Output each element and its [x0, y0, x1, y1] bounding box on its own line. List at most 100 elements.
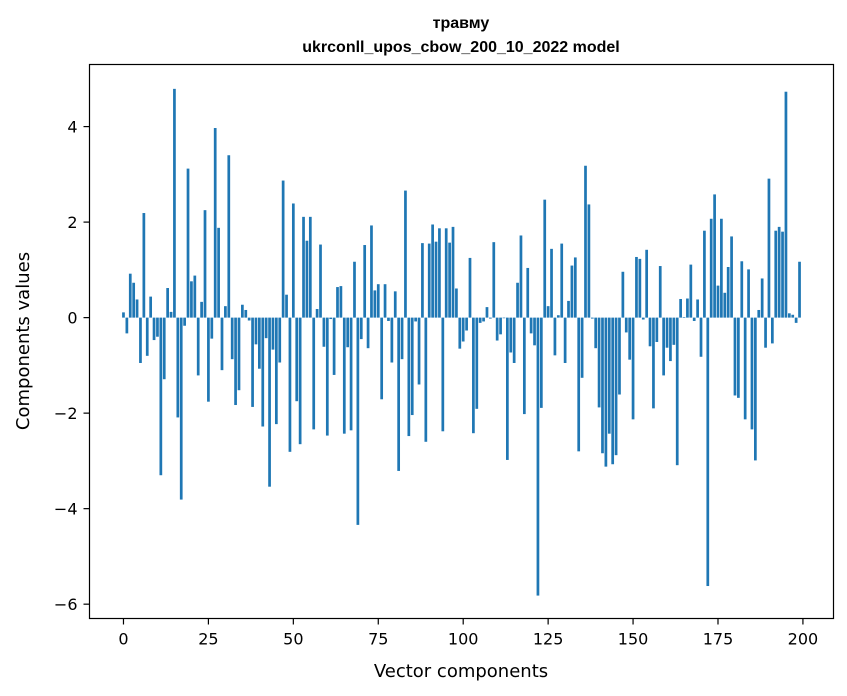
bar-component-67 [349, 317, 353, 431]
bar-component-78 [387, 317, 390, 321]
bar-component-6 [142, 213, 146, 318]
bar-component-175 [716, 285, 720, 318]
bar-component-184 [747, 269, 750, 318]
bar-component-189 [764, 317, 767, 348]
bar-component-89 [424, 317, 428, 442]
bar-component-35 [241, 304, 244, 318]
bar-component-20 [190, 281, 193, 318]
bar-component-136 [584, 165, 587, 318]
bar-component-170 [699, 317, 703, 357]
bar-component-192 [774, 230, 778, 318]
bar-component-88 [421, 243, 424, 318]
bar-component-131 [567, 300, 570, 318]
bar-component-134 [577, 317, 581, 452]
bar-component-86 [414, 317, 417, 322]
bar-component-177 [723, 292, 727, 318]
bar-component-119 [526, 267, 530, 318]
bar-component-0 [122, 312, 125, 318]
bar-component-180 [733, 317, 737, 396]
bar-component-198 [794, 317, 798, 323]
bar-component-87 [417, 317, 421, 385]
chart-title: травму [433, 15, 490, 32]
bar-component-18 [183, 317, 186, 326]
bar-component-36 [244, 309, 248, 318]
bar-component-149 [628, 317, 632, 360]
bar-component-83 [404, 190, 407, 318]
bar-component-96 [448, 242, 451, 318]
bar-component-123 [539, 317, 543, 408]
bar-component-125 [546, 306, 550, 318]
bar-component-99 [458, 317, 462, 349]
bar-component-49 [288, 317, 292, 452]
bar-component-143 [607, 317, 611, 434]
y-tick-label: −2 [54, 404, 78, 423]
bar-component-181 [737, 317, 740, 398]
bar-component-66 [346, 317, 350, 348]
bar-component-108 [489, 317, 492, 319]
bar-component-47 [281, 180, 285, 318]
bar-component-157 [655, 317, 659, 342]
bar-component-176 [720, 218, 723, 318]
bar-component-25 [207, 317, 210, 402]
bar-component-7 [145, 317, 149, 356]
bar-component-116 [516, 282, 519, 318]
bar-component-32 [230, 317, 234, 360]
bar-component-27 [213, 128, 217, 318]
bar-component-91 [431, 224, 434, 318]
bar-component-5 [139, 317, 142, 363]
bar-component-81 [397, 317, 401, 471]
bar-component-57 [315, 309, 319, 318]
bar-component-74 [373, 290, 377, 318]
bar-component-169 [696, 299, 699, 318]
bar-component-162 [672, 317, 676, 345]
bar-component-31 [227, 155, 231, 318]
bar-component-17 [179, 317, 183, 500]
bar-component-120 [529, 317, 533, 334]
bar-component-24 [203, 210, 207, 318]
bar-component-39 [254, 317, 258, 345]
bar-component-150 [631, 317, 635, 420]
bar-component-100 [461, 317, 465, 342]
bar-component-54 [305, 240, 309, 318]
bar-component-113 [506, 317, 509, 460]
bar-component-61 [329, 317, 333, 320]
bar-component-124 [543, 199, 547, 318]
bar-component-33 [234, 317, 237, 406]
bar-component-90 [427, 243, 431, 318]
bar-component-97 [451, 226, 455, 318]
bar-component-43 [268, 317, 271, 487]
bar-component-2 [128, 273, 132, 318]
y-axis-label: Components values [13, 252, 34, 430]
bar-component-68 [353, 261, 356, 318]
bar-component-44 [271, 317, 275, 350]
bar-component-70 [359, 317, 363, 340]
bar-component-28 [217, 227, 220, 318]
bar-component-187 [757, 309, 761, 318]
bar-component-191 [770, 317, 774, 344]
bar-component-172 [706, 317, 710, 587]
bar-component-190 [767, 178, 771, 318]
bar-component-148 [624, 317, 628, 333]
bar-component-65 [342, 317, 346, 434]
bar-component-19 [186, 168, 190, 318]
bar-component-185 [750, 317, 754, 430]
bar-component-69 [356, 317, 360, 525]
bar-component-141 [601, 317, 604, 454]
bar-component-110 [495, 317, 499, 341]
bar-component-114 [509, 317, 513, 353]
chart-subtitle: ukrconll_upos_cbow_200_10_2022 model [302, 39, 619, 56]
bar-component-72 [366, 317, 370, 349]
bar-component-155 [648, 317, 652, 347]
x-tick-label: 125 [533, 630, 564, 649]
bar-component-103 [472, 317, 475, 434]
bar-component-29 [220, 317, 224, 371]
bar-component-197 [791, 314, 795, 318]
bar-component-106 [482, 317, 485, 322]
bar-component-165 [682, 317, 686, 318]
bar-component-26 [210, 317, 214, 339]
bar-component-163 [675, 317, 679, 466]
bar-component-77 [383, 284, 387, 318]
bar-component-167 [689, 264, 693, 318]
bar-component-15 [173, 88, 176, 318]
